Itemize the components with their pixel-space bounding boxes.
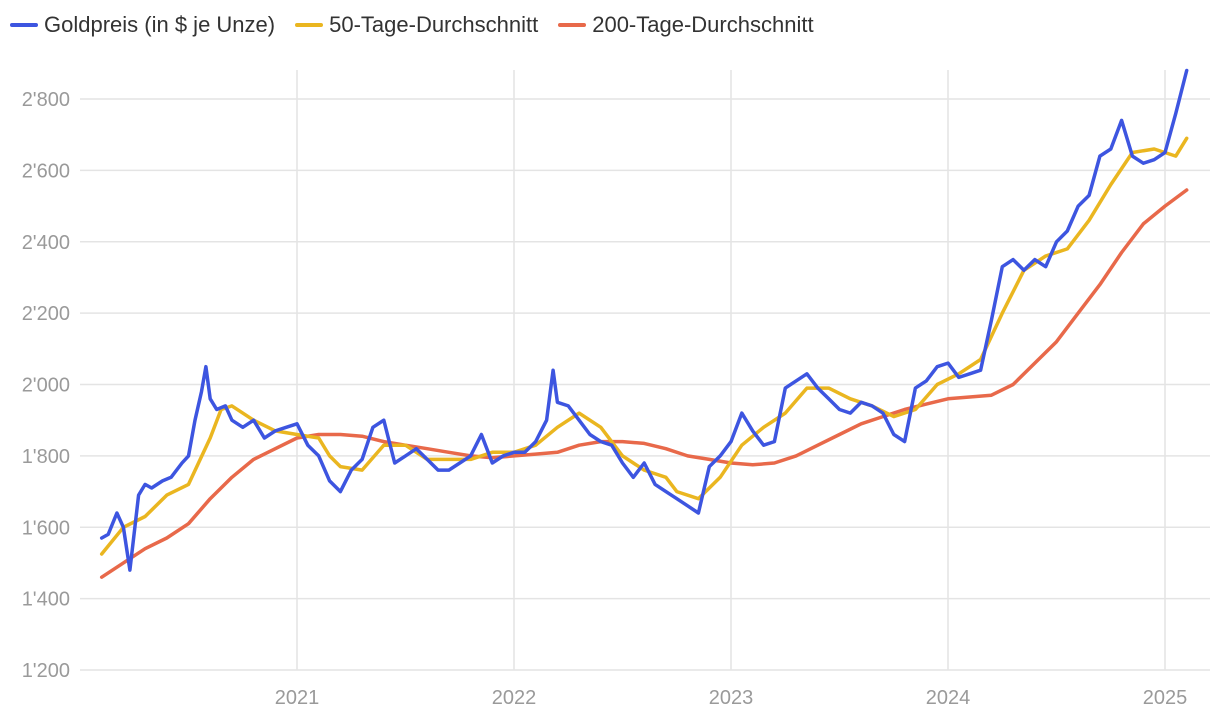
legend-swatch-ma200: [558, 23, 587, 27]
y-tick-label: 1'400: [22, 589, 70, 611]
legend-label-ma50: 50-Tage-Durchschnitt: [329, 12, 539, 37]
series-line-ma50: [99, 136, 1189, 556]
tick-layer: 1'200 1'400 1'600 1'800 2'000 2'200 2'400 2'600…: [22, 89, 1188, 709]
y-tick-label: 2'200: [22, 303, 70, 325]
y-tick-label: 1'200: [22, 660, 70, 682]
x-tick-label: 2021: [275, 687, 320, 709]
legend: Goldpreis (in $ je Unze) 50-Tage-Durchsc…: [10, 12, 834, 38]
y-tick-label: 2'800: [22, 89, 70, 111]
x-tick-label: 2025: [1143, 687, 1188, 709]
legend-item-ma200[interactable]: 200-Tage-Durchschnitt: [558, 12, 814, 38]
legend-swatch-ma50: [295, 23, 324, 27]
legend-label-ma200: 200-Tage-Durchschnitt: [592, 12, 814, 37]
legend-label-gold: Goldpreis (in $ je Unze): [44, 12, 276, 37]
x-tick-label: 2022: [492, 687, 537, 709]
series-line-ma200: [99, 188, 1189, 579]
y-tick-label: 2'400: [22, 232, 70, 254]
x-tick-label: 2024: [926, 687, 971, 709]
y-tick-label: 2'000: [22, 375, 70, 397]
y-tick-label: 1'800: [22, 446, 70, 468]
y-tick-label: 2'600: [22, 160, 70, 182]
legend-swatch-gold: [10, 23, 38, 27]
legend-item-gold[interactable]: Goldpreis (in $ je Unze): [10, 12, 275, 38]
grid-layer: [80, 70, 1210, 671]
series-line-gold: [99, 68, 1189, 572]
y-tick-label: 1'600: [22, 517, 70, 539]
legend-item-ma50[interactable]: 50-Tage-Durchschnitt: [295, 12, 538, 38]
series-layer: [99, 68, 1189, 579]
x-tick-label: 2023: [709, 687, 754, 709]
